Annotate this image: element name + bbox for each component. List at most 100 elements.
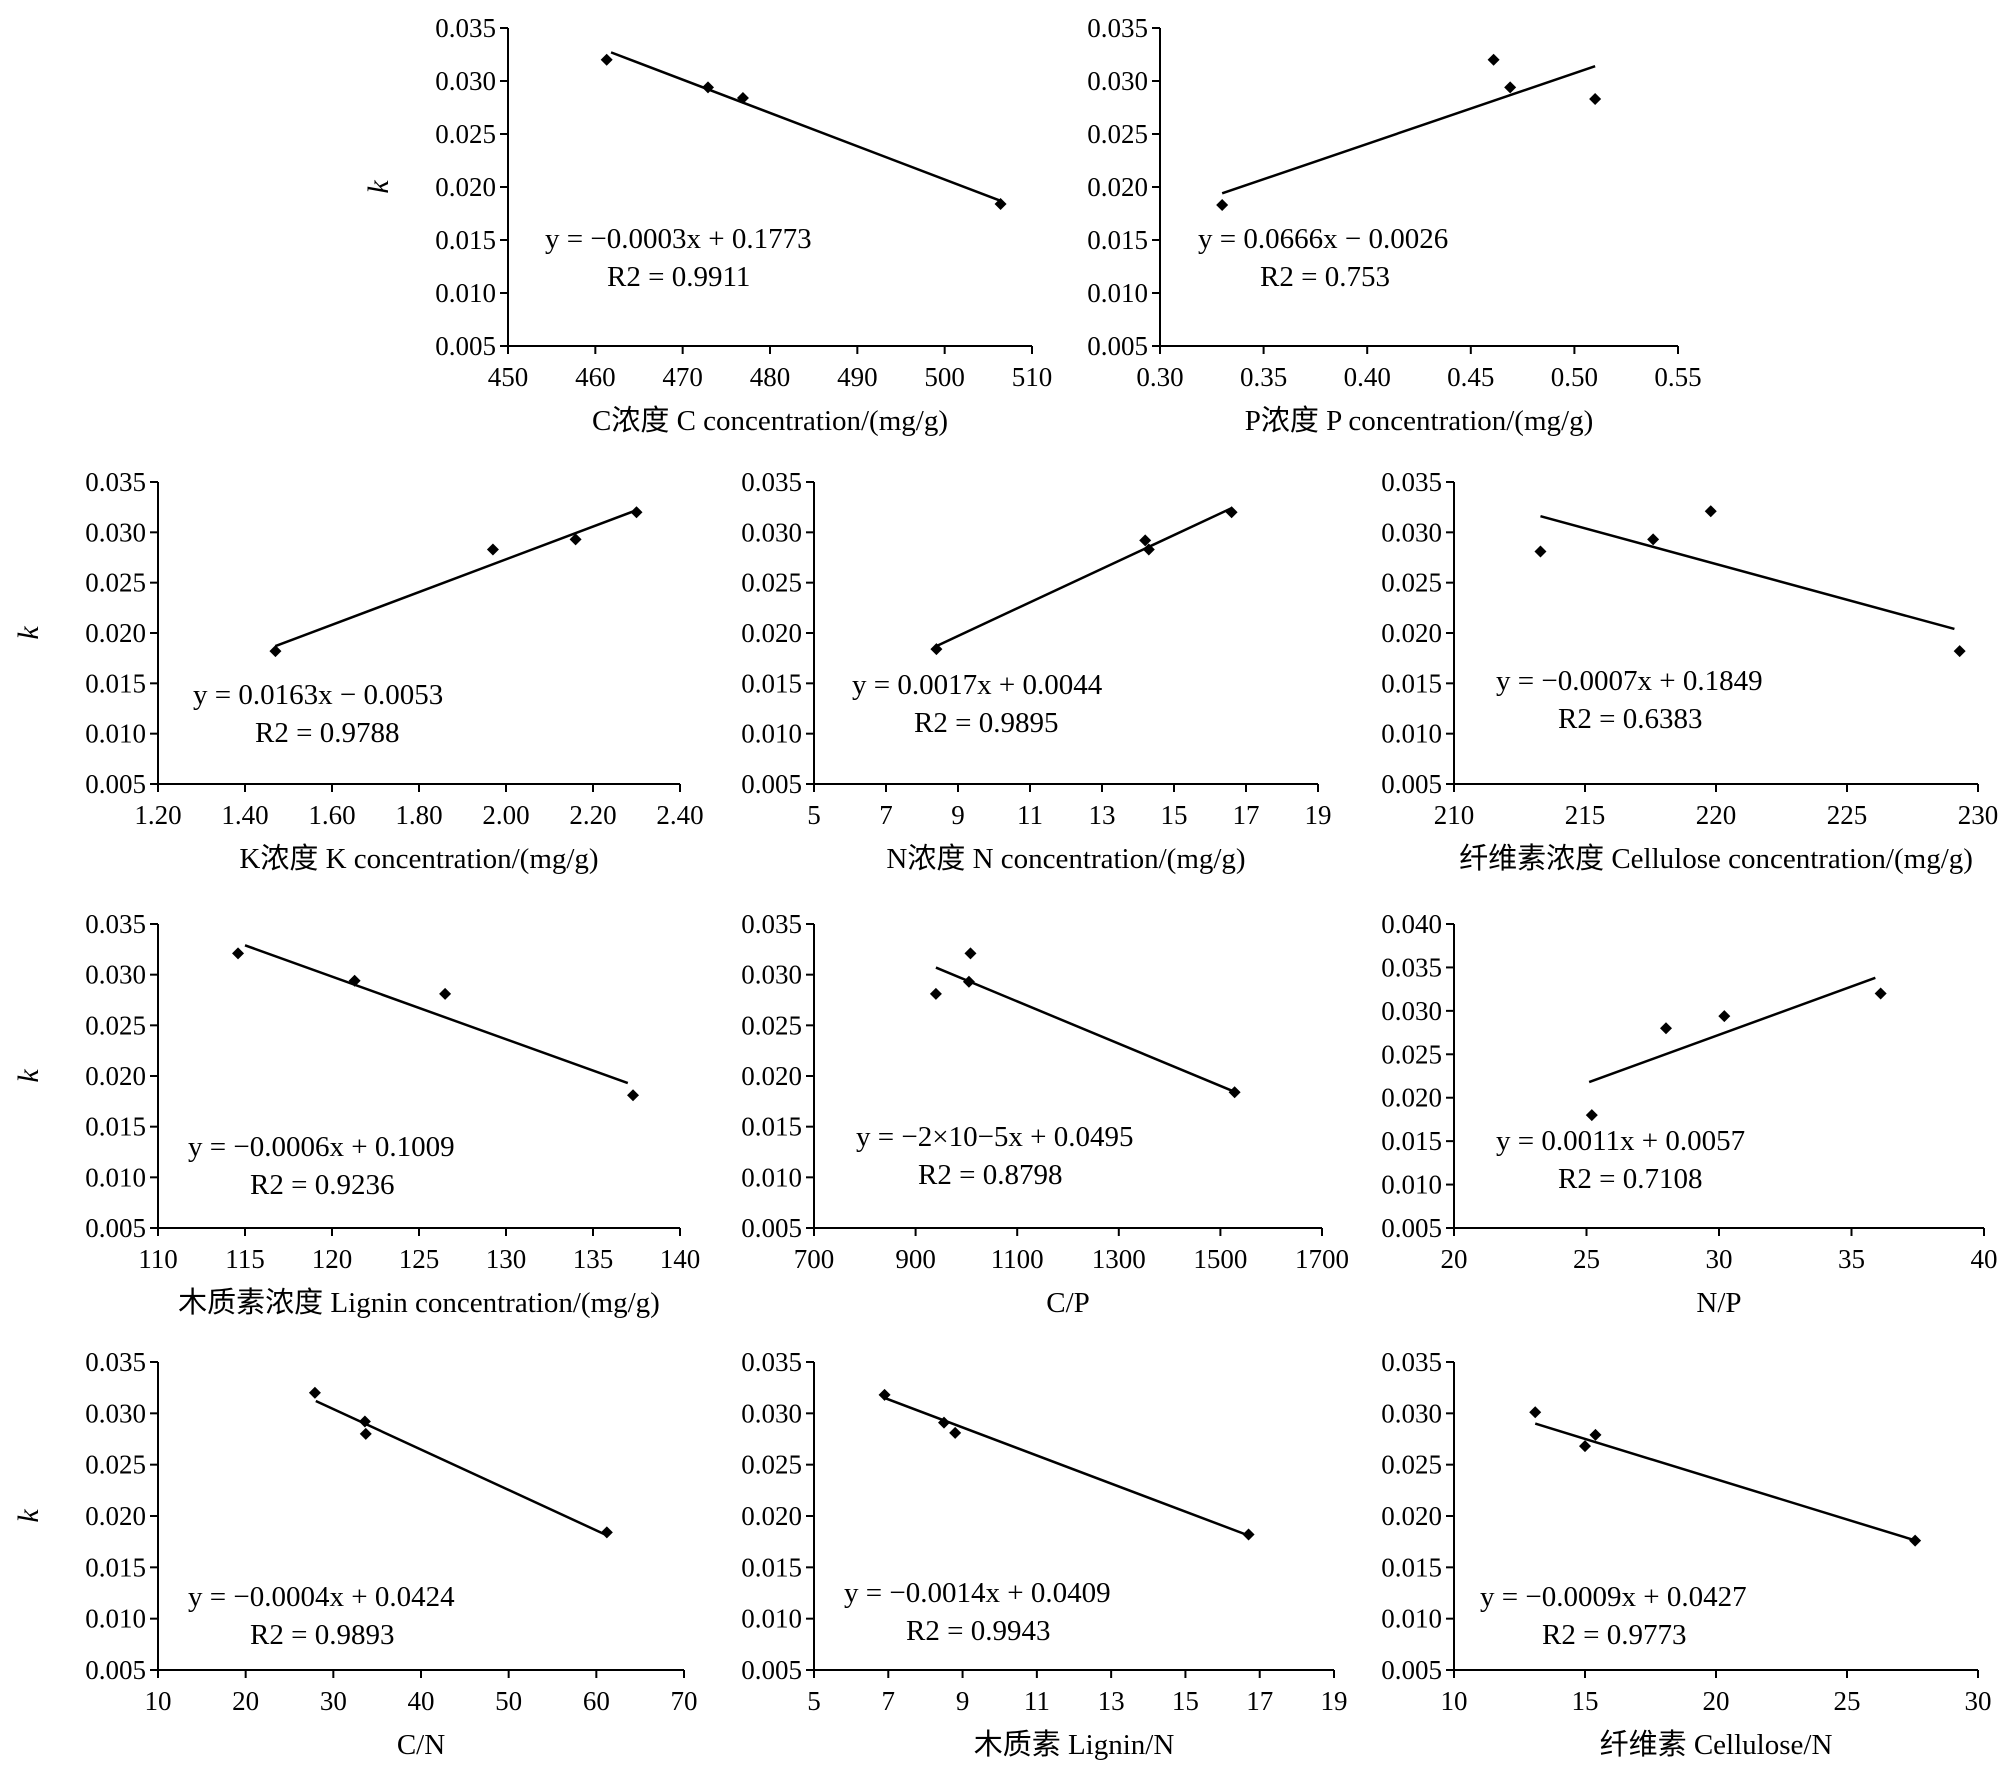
data-point [1225,506,1238,519]
r-squared-label: R2 = 0.9773 [1542,1619,1686,1651]
x-tick-label: 2.00 [482,800,529,830]
x-axis-label: 木质素浓度 Lignin concentration/(mg/g) [178,1286,660,1319]
x-tick-label: 7 [879,800,893,830]
x-tick-label: 115 [225,1244,265,1274]
y-tick-label: 0.015 [741,1552,802,1582]
data-point [938,1416,950,1429]
x-tick-label: 9 [956,1686,970,1716]
x-tick-label: 1500 [1193,1244,1247,1274]
y-tick-label: 0.025 [1381,568,1442,598]
y-tick-label: 0.025 [435,119,496,149]
y-tick-label: 0.005 [1087,331,1148,361]
x-tick-label: 7 [882,1686,896,1716]
data-point [1228,1086,1241,1099]
y-tick-label: 0.025 [741,1450,802,1480]
data-point [1142,543,1155,556]
y-tick-label: 0.030 [85,960,146,990]
y-tick-label: 0.010 [85,719,146,749]
data-point [439,987,452,1000]
x-tick-label: 1.40 [221,800,268,830]
data-point [736,91,749,104]
r-squared-label: R2 = 0.7108 [1558,1163,1702,1195]
data-point [1909,1534,1922,1547]
x-tick-label: 5 [807,800,821,830]
data-point [348,974,361,987]
y-tick-label: 0.005 [741,769,802,799]
y-tick-label: 0.005 [741,1213,802,1243]
y-tick-label: 0.020 [741,1501,802,1531]
y-tick-label: 0.030 [741,960,802,990]
x-tick-label: 30 [320,1686,347,1716]
chart-panel: 0.005 0.010 0.015 0.020 0.025 0.030 0.035 10 20 3… [12,1347,698,1761]
data-point [878,1388,891,1401]
data-point [1579,1440,1591,1453]
r-squared-label: R2 = 0.753 [1260,261,1390,293]
y-tick-label: 0.035 [85,467,146,497]
data-point [1585,1109,1598,1122]
r-squared-label: R2 = 0.9236 [250,1169,394,1201]
x-tick-label: 1700 [1295,1244,1349,1274]
y-tick-label: 0.030 [85,517,146,547]
y-tick-label: 0.010 [741,1162,802,1192]
chart-panel: 0.005 0.010 0.015 0.020 0.025 0.030 0.035 1.20 1… [12,467,704,875]
regression-equation: y = −0.0004x + 0.0424 [188,1581,455,1613]
y-tick-label: 0.010 [85,1162,146,1192]
data-point [630,506,643,519]
trend-line [275,509,637,648]
y-tick-label: 0.010 [1381,1170,1442,1200]
y-tick-label: 0.015 [741,668,802,698]
x-tick-label: 17 [1246,1686,1273,1716]
x-tick-label: 1300 [1092,1244,1146,1274]
r-squared-label: R2 = 0.9893 [250,1619,394,1651]
y-tick-label: 0.035 [741,909,802,939]
r-squared-label: R2 = 0.6383 [1558,703,1702,735]
regression-equation: y = −0.0009x + 0.0427 [1480,1581,1747,1613]
x-tick-label: 900 [895,1244,936,1274]
x-tick-label: 215 [1565,800,1606,830]
data-point [930,643,943,656]
y-tick-label: 0.025 [1381,1039,1442,1069]
y-tick-label: 0.035 [1381,1347,1442,1377]
x-tick-label: 470 [662,362,703,392]
y-tick-label: 0.030 [741,1398,802,1428]
x-tick-label: 9 [951,800,965,830]
y-axis-label: k [362,180,395,194]
y-tick-label: 0.020 [741,1061,802,1091]
trend-line [1540,515,1955,631]
x-tick-label: 25 [1834,1686,1861,1716]
y-tick-label: 0.020 [85,1501,146,1531]
x-tick-label: 10 [145,1686,172,1716]
y-tick-label: 0.025 [741,1010,802,1040]
chart-panel: 0.005 0.010 0.015 0.020 0.025 0.030 0.035 0.30 0… [1087,13,1701,437]
trend-line [1588,976,1876,1084]
regression-equation: y = −0.0014x + 0.0409 [844,1577,1111,1609]
x-tick-label: 1.80 [395,800,442,830]
y-tick-label: 0.005 [1381,1655,1442,1685]
x-tick-label: 2.40 [656,800,703,830]
y-tick-label: 0.005 [85,1213,146,1243]
trend-line [1534,1422,1913,1541]
trend-line [935,966,1234,1093]
data-point [1504,81,1517,94]
regression-equation: y = 0.0017x + 0.0044 [852,669,1103,701]
y-tick-label: 0.020 [435,172,496,202]
regression-equation: y = −0.0006x + 0.1009 [188,1131,455,1163]
chart-panel: 0.005 0.010 0.015 0.020 0.025 0.030 0.035 5 7 9 11… [741,467,1331,875]
y-tick-label: 0.025 [741,568,802,598]
x-axis-label: C/N [397,1729,445,1761]
r-squared-label: R2 = 0.9943 [906,1615,1050,1647]
y-axis-label: k [12,1509,45,1523]
y-tick-label: 0.005 [1381,769,1442,799]
r-squared-label: R2 = 0.9788 [255,717,399,749]
x-axis-label: C/P [1046,1287,1090,1319]
y-tick-label: 0.015 [1381,668,1442,698]
data-point [1487,53,1500,66]
data-point [1660,1022,1672,1035]
y-tick-label: 0.035 [741,1347,802,1377]
y-tick-label: 0.005 [85,1655,146,1685]
y-tick-label: 0.015 [85,1552,146,1582]
y-tick-label: 0.020 [1381,1083,1442,1113]
x-tick-label: 20 [1703,1686,1730,1716]
y-tick-label: 0.005 [85,769,146,799]
chart-panel: 0.005 0.010 0.015 0.020 0.025 0.030 0.035 5 7 9 11… [741,1347,1347,1761]
